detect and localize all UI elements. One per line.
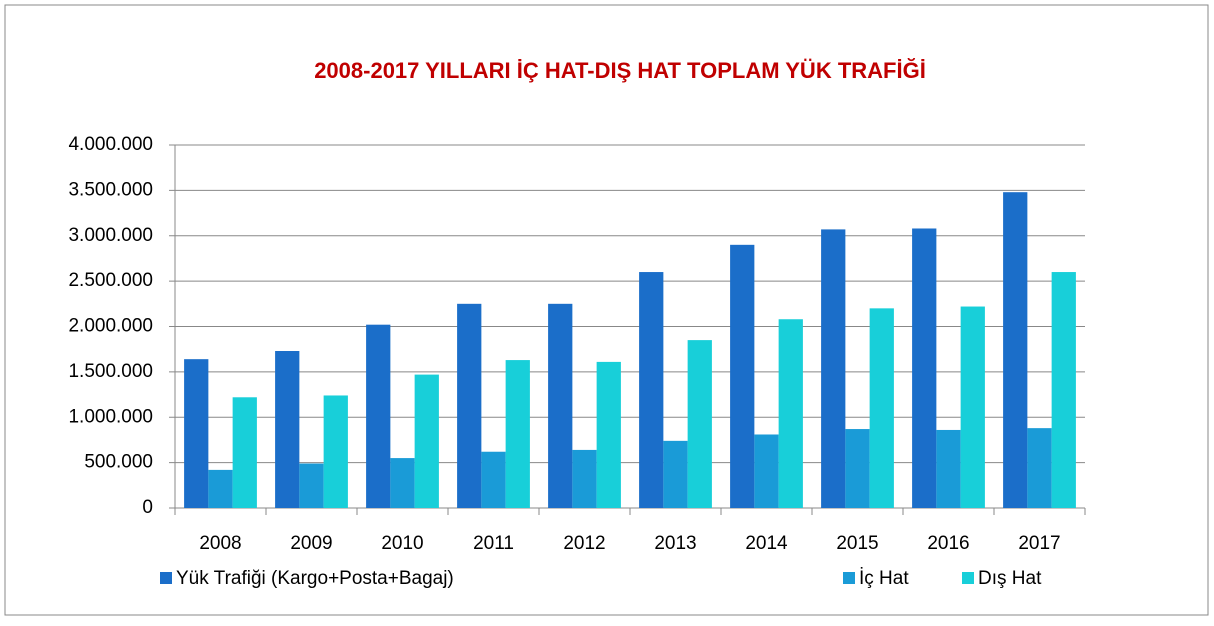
bar: [869, 308, 894, 508]
bar: [457, 303, 482, 508]
legend-swatch: [160, 572, 172, 584]
x-tick-label: 2014: [745, 533, 788, 554]
bar: [1051, 272, 1076, 508]
legend-label: İç Hat: [859, 568, 909, 589]
x-tick-label: 2009: [290, 533, 332, 554]
y-tick-label: 1.000.000: [68, 406, 153, 427]
y-tick-label: 1.500.000: [68, 361, 153, 382]
bar: [936, 429, 961, 508]
bar: [663, 440, 688, 508]
y-tick-label: 4.000.000: [68, 134, 153, 155]
bar: [845, 429, 870, 508]
legend-swatch: [843, 572, 855, 584]
x-tick-label: 2015: [836, 533, 878, 554]
bar: [548, 303, 573, 508]
bar: [912, 228, 937, 509]
bar: [184, 359, 209, 508]
bar: [208, 469, 233, 508]
x-tick-label: 2017: [1018, 533, 1060, 554]
legend-label: Yük Trafiği (Kargo+Posta+Bagaj): [176, 568, 454, 589]
bar: [232, 397, 257, 508]
x-tick-label: 2012: [563, 533, 605, 554]
bar: [821, 229, 846, 508]
legend-label: Dış Hat: [978, 568, 1042, 589]
bar: [1027, 428, 1052, 508]
x-tick-label: 2016: [927, 533, 969, 554]
x-tick-label: 2010: [381, 533, 423, 554]
bar: [572, 449, 597, 508]
bar: [390, 458, 415, 508]
y-tick-label: 0: [142, 497, 153, 518]
bar: [730, 244, 755, 508]
bar: [754, 434, 779, 508]
y-tick-label: 3.000.000: [68, 225, 153, 246]
bar: [323, 395, 348, 508]
chart-border: [4, 4, 1209, 616]
bar: [481, 451, 506, 508]
bar: [639, 272, 664, 508]
bar: [275, 351, 300, 508]
y-tick-label: 2.000.000: [68, 316, 153, 337]
bar: [687, 340, 712, 508]
y-tick-label: 2.500.000: [68, 270, 153, 291]
x-tick-label: 2011: [473, 533, 514, 554]
y-tick-label: 3.500.000: [68, 179, 153, 200]
bar: [778, 319, 803, 508]
bar: [505, 360, 530, 508]
bar: [960, 306, 985, 508]
x-tick-label: 2013: [654, 533, 696, 554]
bar: [1003, 192, 1028, 508]
bar: [299, 463, 324, 508]
bar: [366, 324, 391, 508]
x-tick-label: 2008: [199, 533, 241, 554]
bar: [414, 374, 439, 508]
legend-swatch: [962, 572, 974, 584]
bar: [596, 361, 621, 508]
y-tick-label: 500.000: [84, 452, 153, 473]
chart-title: 2008-2017 YILLARI İÇ HAT-DIŞ HAT TOPLAM …: [314, 58, 926, 83]
